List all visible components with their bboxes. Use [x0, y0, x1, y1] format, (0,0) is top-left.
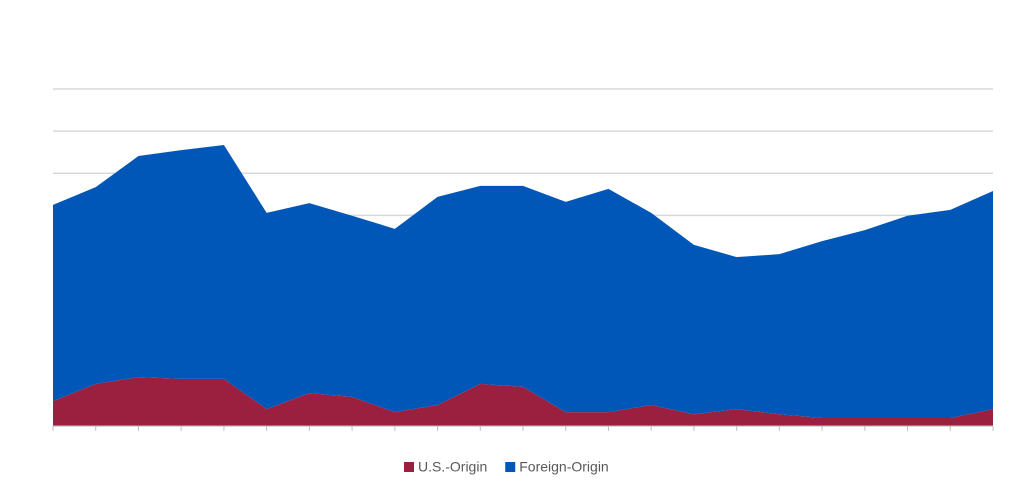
legend-label: Foreign-Origin	[519, 459, 608, 475]
area	[53, 145, 993, 418]
legend-swatch	[505, 462, 516, 472]
legend-swatch	[404, 462, 414, 472]
area	[53, 377, 993, 426]
legend-label: U.S.-Origin	[418, 459, 487, 475]
